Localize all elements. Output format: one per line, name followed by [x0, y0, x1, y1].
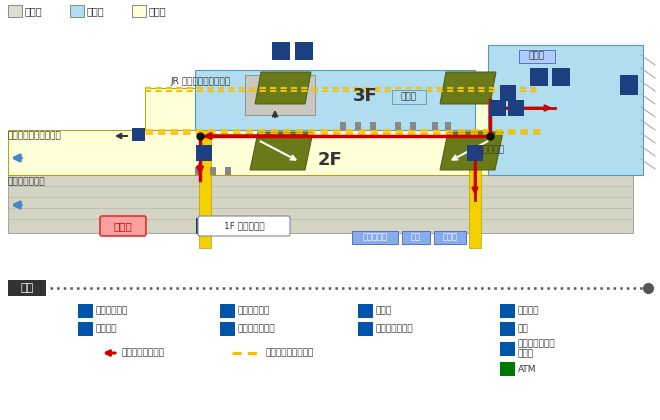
- Text: 凡例: 凡例: [20, 283, 34, 293]
- Bar: [132, 128, 145, 141]
- Text: 改札内: 改札内: [87, 6, 105, 16]
- Bar: [392, 90, 426, 104]
- Bar: [132, 5, 146, 17]
- Bar: [78, 322, 93, 336]
- Bar: [195, 167, 201, 175]
- Text: 東京メトロ有楽町線へ: 東京メトロ有楽町線へ: [8, 131, 62, 141]
- Bar: [488, 45, 643, 175]
- Bar: [469, 130, 481, 248]
- Bar: [225, 167, 231, 175]
- Bar: [196, 218, 212, 234]
- Text: 1F 地上出口へ: 1F 地上出口へ: [224, 221, 264, 231]
- Text: 精算所: 精算所: [529, 52, 545, 60]
- Bar: [196, 145, 212, 161]
- Text: トイレ: トイレ: [376, 307, 392, 315]
- Bar: [432, 122, 438, 130]
- Text: コンビニエンス
ストア: コンビニエンス ストア: [518, 339, 556, 359]
- Text: 触知案内図: 触知案内図: [362, 233, 387, 241]
- Bar: [355, 122, 361, 130]
- Text: エレベーター: エレベーター: [238, 307, 270, 315]
- Bar: [490, 100, 506, 116]
- Bar: [210, 167, 216, 175]
- Bar: [500, 85, 516, 101]
- Bar: [519, 50, 555, 63]
- Bar: [370, 122, 376, 130]
- Bar: [220, 322, 235, 336]
- Bar: [70, 5, 84, 17]
- Text: 改札機: 改札機: [401, 92, 417, 102]
- Text: ホーム: ホーム: [25, 6, 43, 16]
- Text: 誘導・警告ブロック: 誘導・警告ブロック: [265, 349, 313, 357]
- Bar: [552, 68, 570, 86]
- Bar: [8, 280, 46, 296]
- Text: 車いす対応: 車いす対応: [478, 145, 505, 155]
- Bar: [195, 70, 475, 130]
- Bar: [508, 100, 524, 116]
- Text: ロッカー: ロッカー: [518, 307, 539, 315]
- Bar: [272, 42, 290, 60]
- Bar: [340, 122, 346, 130]
- Bar: [500, 304, 515, 318]
- Polygon shape: [440, 72, 496, 104]
- Text: 3F: 3F: [352, 87, 378, 105]
- Text: 定期: 定期: [411, 233, 421, 241]
- Text: エスカレーター: エスカレーター: [238, 325, 276, 333]
- Bar: [530, 68, 548, 86]
- Text: 精算所: 精算所: [442, 233, 457, 241]
- Bar: [395, 122, 401, 130]
- Bar: [445, 122, 451, 130]
- Bar: [410, 122, 416, 130]
- Bar: [500, 362, 515, 376]
- Bar: [295, 42, 313, 60]
- Bar: [220, 304, 235, 318]
- Bar: [8, 175, 633, 233]
- Bar: [467, 145, 483, 161]
- Text: ATM: ATM: [518, 365, 537, 373]
- Bar: [402, 231, 430, 244]
- FancyBboxPatch shape: [198, 216, 290, 236]
- Text: さっぷうりば: さっぷうりば: [96, 307, 128, 315]
- Bar: [500, 322, 515, 336]
- Bar: [272, 42, 290, 60]
- Text: 改札外: 改札外: [149, 6, 166, 16]
- Polygon shape: [255, 72, 311, 104]
- FancyBboxPatch shape: [100, 216, 146, 236]
- Polygon shape: [250, 132, 313, 170]
- Text: 駅事務室: 駅事務室: [96, 325, 117, 333]
- Bar: [8, 130, 633, 175]
- Text: 電話: 電話: [518, 325, 529, 333]
- Polygon shape: [440, 132, 503, 170]
- Bar: [358, 322, 373, 336]
- Text: 2F: 2F: [317, 151, 343, 169]
- Text: 大崎・新宿方面: 大崎・新宿方面: [8, 178, 46, 186]
- Bar: [145, 88, 540, 130]
- Bar: [199, 130, 211, 248]
- Bar: [500, 342, 515, 356]
- Text: JR 京葉線・武蔵野線へ: JR 京葉線・武蔵野線へ: [170, 78, 230, 87]
- Bar: [245, 75, 315, 115]
- Bar: [434, 231, 466, 244]
- Text: 出口へ: 出口へ: [114, 221, 133, 231]
- Bar: [8, 5, 22, 17]
- Text: バリアフリー経路: バリアフリー経路: [122, 349, 165, 357]
- Bar: [352, 231, 398, 244]
- Text: 車いす用トイレ: 車いす用トイレ: [376, 325, 414, 333]
- Bar: [78, 304, 93, 318]
- Bar: [620, 75, 638, 95]
- Bar: [358, 304, 373, 318]
